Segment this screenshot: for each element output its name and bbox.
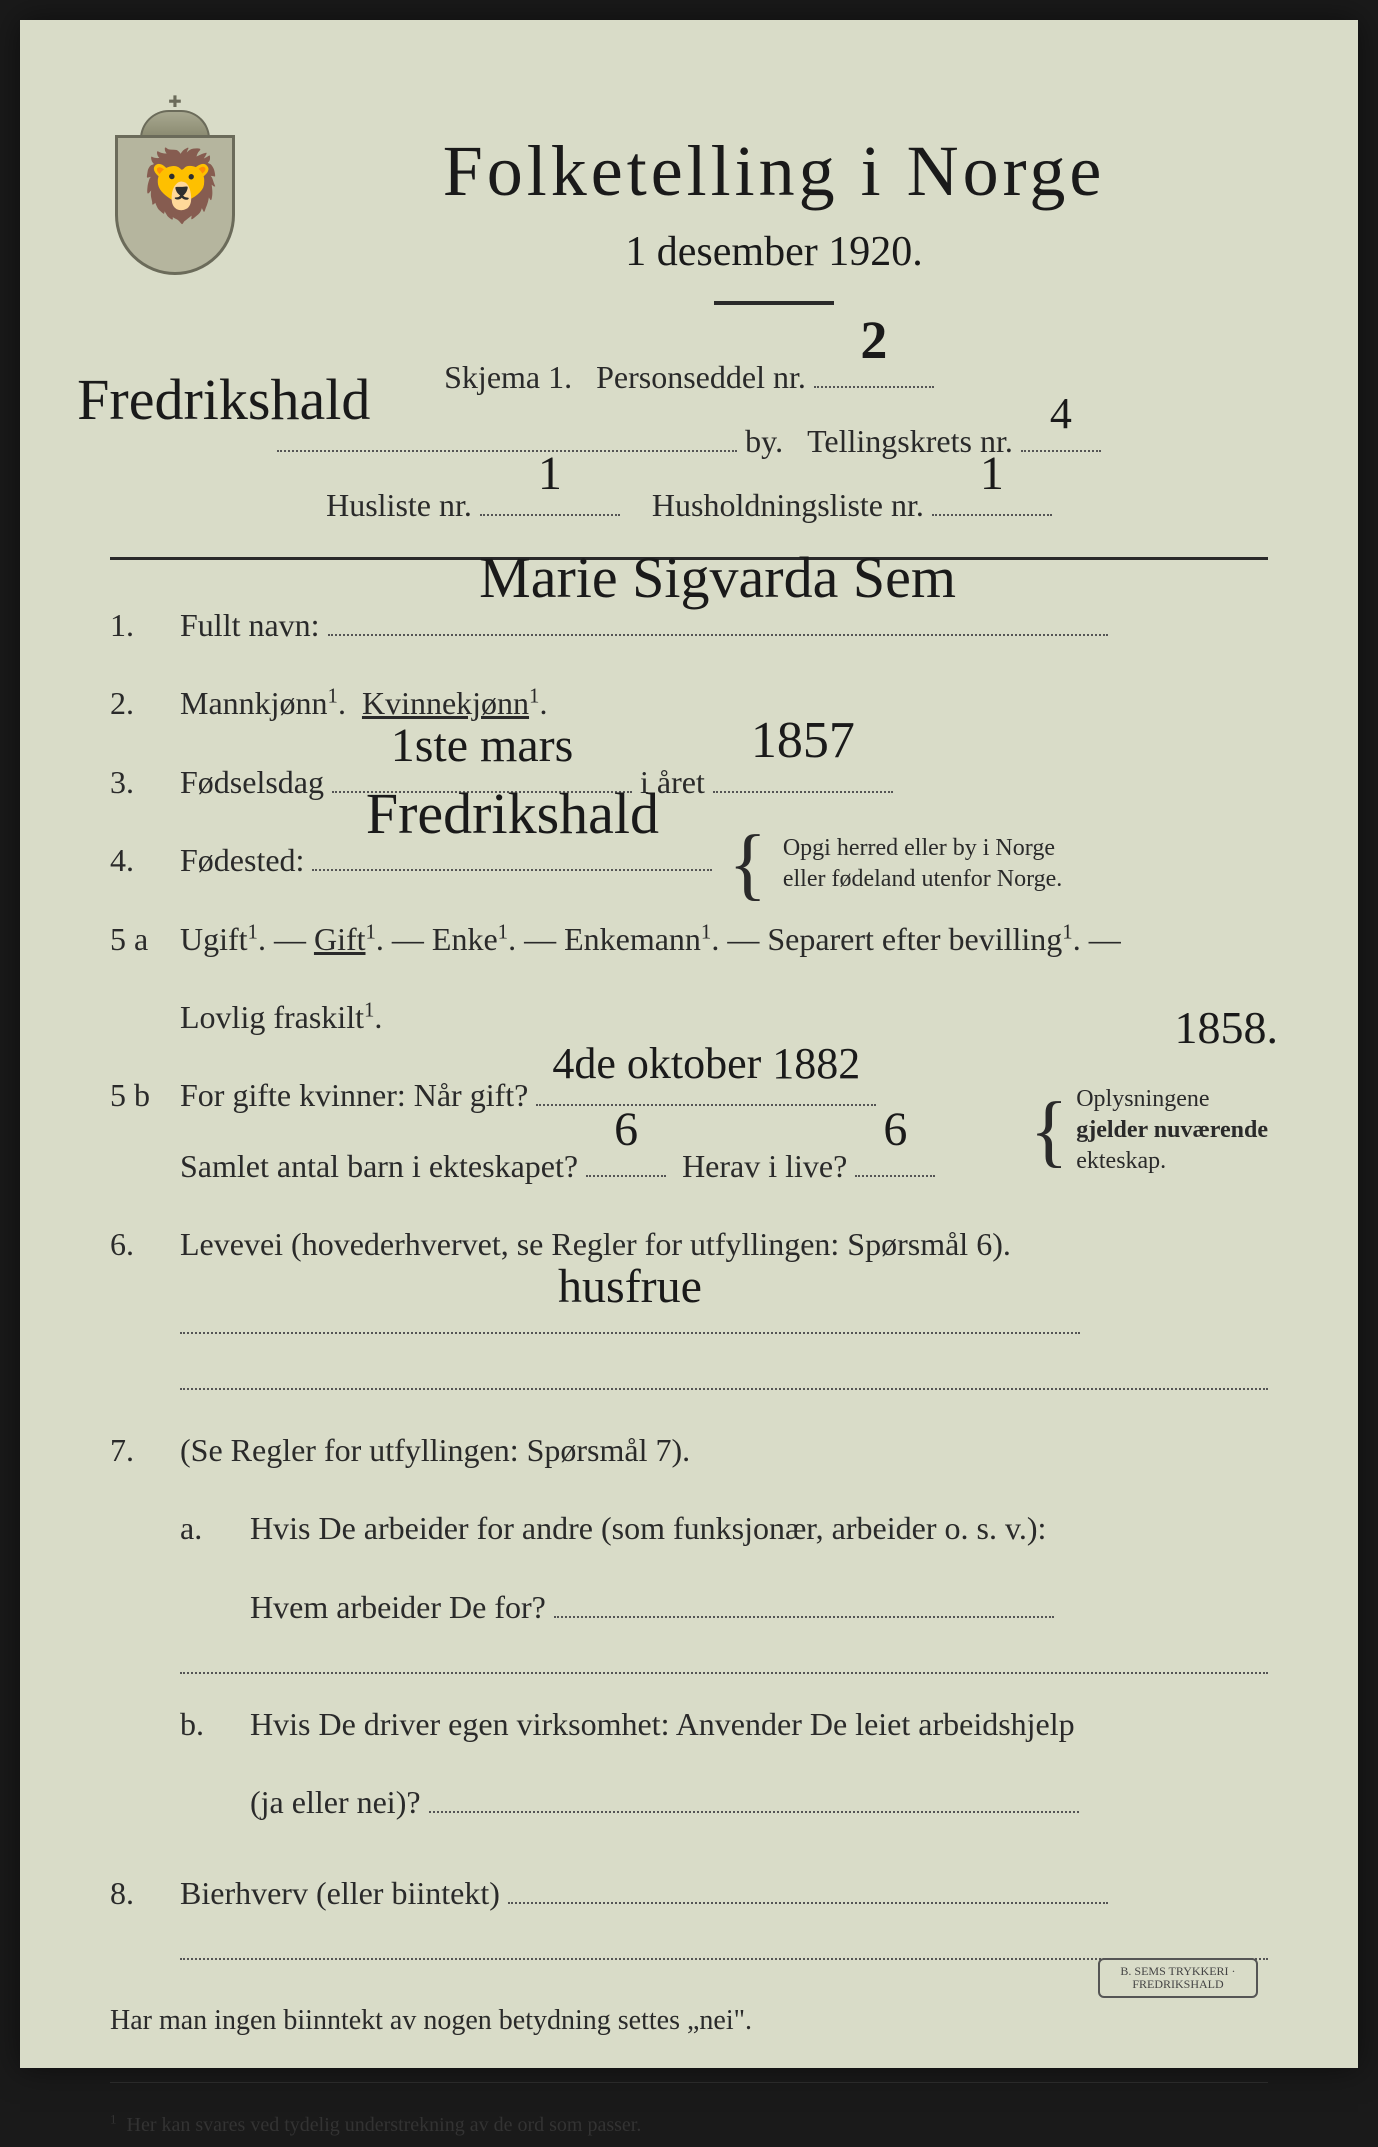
q3-num: 3.: [110, 747, 180, 817]
q4-num: 4.: [110, 825, 180, 895]
q7a-text2: Hvem arbeider De for?: [250, 1589, 546, 1625]
q1: 1. Fullt navn: Marie Sigvarda Sem: [110, 590, 1268, 660]
q7a-text1: Hvis De arbeider for andre (som funksjon…: [250, 1510, 1046, 1546]
q4-label: Fødested:: [180, 842, 304, 878]
q5b-alive: 6: [855, 1077, 935, 1183]
main-title: Folketelling i Norge: [280, 130, 1268, 213]
q5a-ugift: Ugift: [180, 921, 248, 957]
q5b-note: Oplysningene gjelder nuværende ekteskap.: [1076, 1084, 1268, 1178]
q5b-label2: Samlet antal barn i ekteskapet?: [180, 1148, 578, 1184]
q3-year: 1857: [713, 684, 893, 798]
q1-value: Marie Sigvarda Sem: [328, 514, 1108, 642]
q4-value: Fredrikshald: [312, 750, 712, 878]
form-meta: Skjema 1. Personseddel nr. 2 Fredrikshal…: [110, 345, 1268, 537]
q7: 7. (Se Regler for utfyllingen: Spørsmål …: [110, 1415, 1268, 1485]
q5a-fraskilt: Lovlig fraskilt: [180, 999, 364, 1035]
q5a-enkemann: Enkemann: [564, 921, 701, 957]
q5b-total: 6: [586, 1077, 666, 1183]
q7b-cont: (ja eller nei)?: [110, 1767, 1268, 1837]
q1-label: Fullt navn:: [180, 607, 320, 643]
q5b: 5 b For gifte kvinner: Når gift? 4de okt…: [110, 1060, 1268, 1201]
q7a-label: a.: [180, 1493, 250, 1563]
by-label: by.: [745, 423, 783, 459]
q7a-cont: Hvem arbeider De for?: [110, 1572, 1268, 1642]
q5a-enke: Enke: [432, 921, 498, 957]
q4: 4. Fødested: Fredrikshald { Opgi herred …: [110, 825, 1268, 895]
q6-value-row: husfrue: [110, 1288, 1268, 1358]
q6-num: 6.: [110, 1209, 180, 1279]
q7a-blank-line: [180, 1672, 1268, 1674]
q8-num: 8.: [110, 1858, 180, 1928]
q2-num: 2.: [110, 668, 180, 738]
questions: 1. Fullt navn: Marie Sigvarda Sem 2. Man…: [110, 590, 1268, 2147]
census-form-page: 🦁 Folketelling i Norge 1 desember 1920. …: [20, 20, 1358, 2068]
q5b-label3: Herav i live?: [682, 1148, 847, 1184]
q2-mann: Mannkjønn: [180, 685, 328, 721]
husholdnings-nr: 1: [932, 426, 1052, 522]
q4-note: Opgi herred eller by i Norge eller fødel…: [783, 833, 1062, 895]
by-value: Fredrikshald: [77, 342, 737, 458]
q7b-text2: (ja eller nei)?: [250, 1784, 421, 1820]
q7b-label: b.: [180, 1689, 250, 1759]
q5b-num: 5 b: [110, 1060, 180, 1130]
q6-value: husfrue: [180, 1234, 1080, 1340]
q1-num: 1.: [110, 590, 180, 660]
coat-of-arms-icon: 🦁: [110, 100, 240, 280]
q7b-text1: Hvis De driver egen virksomhet: Anvender…: [250, 1706, 1075, 1742]
q7-num: 7.: [110, 1415, 180, 1485]
personseddel-nr: 2: [814, 286, 934, 394]
q5a-gift: Gift: [314, 921, 366, 957]
q5a-separert: Separert efter bevilling: [767, 921, 1062, 957]
subtitle: 1 desember 1920.: [280, 228, 1268, 276]
q5b-label1: For gifte kvinner: Når gift?: [180, 1077, 528, 1113]
q2: 2. Mannkjønn1. Kvinnekjønn1.: [110, 668, 1268, 738]
printer-stamp: B. SEMS TRYKKERI · FREDRIKSHALD: [1098, 1958, 1258, 1998]
husliste-nr: 1: [480, 426, 620, 522]
header: 🦁 Folketelling i Norge 1 desember 1920.: [110, 100, 1268, 335]
q7b: b. Hvis De driver egen virksomhet: Anven…: [110, 1689, 1268, 1759]
footer-note: Har man ingen biinntekt av nogen betydni…: [110, 1990, 1268, 2052]
footnote: 1 Her kan svares ved tydelig understrekn…: [110, 2103, 1268, 2147]
q7-label: (Se Regler for utfyllingen: Spørsmål 7).: [180, 1432, 690, 1468]
title-block: Folketelling i Norge 1 desember 1920.: [280, 100, 1268, 335]
q5a: 5 a Ugift1. — Gift1. — Enke1. — Enkemann…: [110, 904, 1268, 974]
q5a-num: 5 a: [110, 904, 180, 974]
footnote-divider: [110, 2082, 1268, 2084]
q8-label: Bierhverv (eller biintekt): [180, 1875, 500, 1911]
q3-label: Fødselsdag: [180, 764, 324, 800]
q8: 8. Bierhverv (eller biintekt): [110, 1858, 1268, 1928]
q6-blank-line: [180, 1388, 1268, 1390]
q7a: a. Hvis De arbeider for andre (som funks…: [110, 1493, 1268, 1563]
